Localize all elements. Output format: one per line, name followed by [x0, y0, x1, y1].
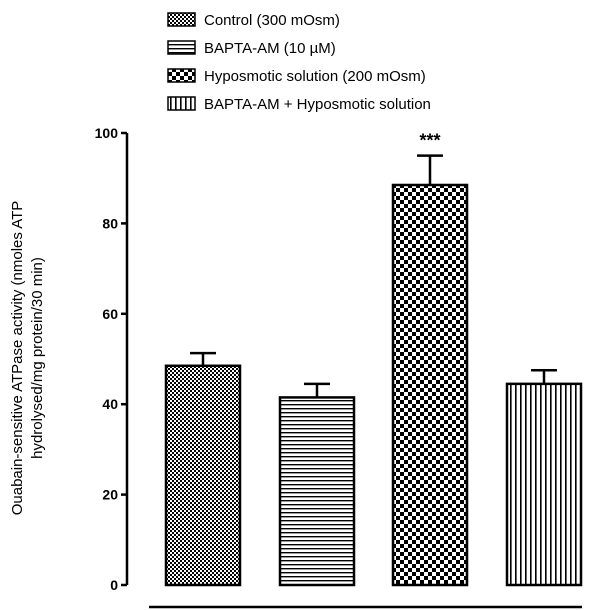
legend-swatch-control: [167, 12, 196, 27]
legend-label-control: Control (300 mOsm): [204, 12, 340, 29]
legend-item-bapta-hyposmotic: BAPTA-AM + Hyposmotic solution: [167, 96, 431, 113]
legend-label-bapta: BAPTA-AM (10 µM): [204, 40, 336, 57]
legend-label-hyposmotic: Hyposmotic solution (200 mOsm): [204, 68, 426, 85]
bar: [391, 183, 469, 587]
y-axis-title-line-2: hydrolysed/mg protein/30 min): [29, 257, 46, 459]
y-tick-label: 40: [102, 396, 118, 412]
y-tick-label: 100: [95, 125, 119, 141]
legend-label-bapta-hyposmotic: BAPTA-AM + Hyposmotic solution: [204, 96, 431, 113]
legend: Control (300 mOsm) BAPTA-AM (10 µM) Hypo…: [167, 12, 431, 113]
y-tick-label: 20: [102, 487, 118, 503]
y-tick-label: 80: [102, 215, 118, 231]
legend-item-control: Control (300 mOsm): [167, 12, 340, 29]
bar: [278, 396, 356, 587]
y-tick-label: 60: [102, 306, 118, 322]
legend-item-bapta: BAPTA-AM (10 µM): [167, 40, 336, 57]
y-tick-label: 0: [110, 577, 118, 593]
legend-item-hyposmotic: Hyposmotic solution (200 mOsm): [167, 68, 426, 85]
bar: [164, 364, 242, 587]
significance-label: ***: [419, 131, 440, 151]
y-axis-title-line-1: Ouabain-sensitive ATPase activity (nmole…: [9, 201, 26, 516]
bar: [505, 382, 583, 587]
axes: 0 20 40 60 80 100: [95, 125, 582, 609]
bars: ***: [164, 131, 583, 587]
legend-swatch-bapta-hyposmotic: [167, 96, 196, 111]
y-axis-title: Ouabain-sensitive ATPase activity (nmole…: [9, 201, 46, 516]
legend-swatch-bapta: [167, 40, 196, 55]
legend-swatch-hyposmotic: [167, 68, 196, 83]
